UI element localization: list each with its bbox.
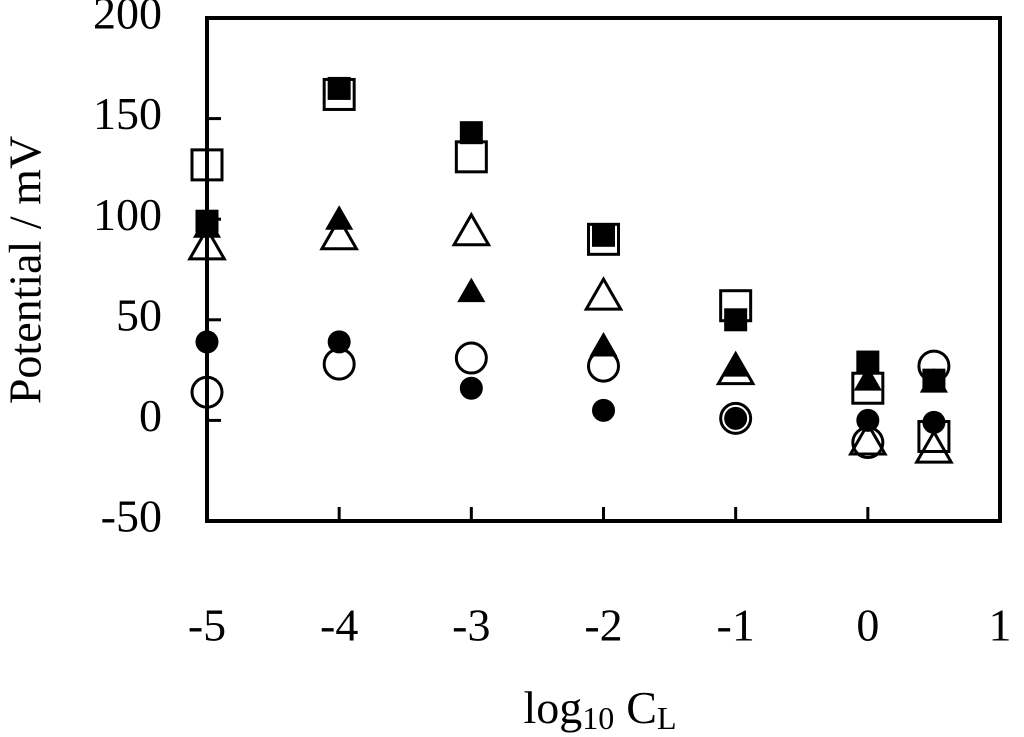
- y-tick-label: -50: [101, 491, 162, 542]
- circle-marker: [724, 406, 748, 430]
- y-tick-label: 200: [93, 0, 162, 39]
- square-marker: [190, 148, 224, 182]
- y-tick-label: 100: [93, 189, 162, 240]
- triangle-marker: [721, 352, 750, 377]
- circle-marker: [922, 410, 946, 434]
- y-axis-title: Potential / mV: [0, 136, 51, 404]
- circle-marker: [592, 398, 615, 422]
- circle-marker: [851, 426, 885, 460]
- circle-marker: [195, 330, 219, 354]
- x-tick-label: -3: [452, 600, 490, 651]
- triangle-marker: [187, 225, 227, 261]
- circle-marker: [327, 330, 351, 354]
- square-marker: [327, 76, 351, 100]
- y-tick-label: 150: [93, 88, 162, 139]
- x-tick-label: -4: [320, 600, 358, 651]
- triangle-marker: [589, 331, 618, 357]
- triangle-marker: [847, 421, 888, 456]
- circle-marker: [856, 408, 880, 432]
- x-tick-label: -2: [584, 600, 622, 651]
- square-marker: [454, 140, 488, 174]
- triangle-marker: [325, 205, 354, 230]
- x-title-part: C: [626, 682, 657, 733]
- square-marker: [724, 308, 748, 332]
- y-tick-label: 0: [139, 390, 162, 441]
- x-tick-label: -5: [188, 600, 226, 651]
- circle-marker: [587, 349, 620, 383]
- triangle-marker: [853, 366, 882, 391]
- circle-marker: [459, 376, 483, 400]
- x-tick-label: 1: [989, 600, 1012, 651]
- square-marker: [459, 121, 483, 145]
- x-title-sub: 10: [582, 700, 614, 736]
- circle-marker: [454, 341, 488, 375]
- circle-marker: [322, 347, 356, 381]
- triangle-marker: [451, 211, 492, 247]
- square-marker: [592, 223, 615, 247]
- x-axis-title: log10 CL: [523, 682, 676, 737]
- x-title-part: log: [523, 682, 582, 733]
- x-tick-label: 0: [856, 600, 879, 651]
- triangle-marker: [914, 429, 954, 464]
- x-title-sub: L: [657, 700, 677, 736]
- circle-marker: [719, 401, 753, 435]
- circle-marker: [917, 349, 951, 383]
- triangle-marker: [319, 215, 360, 251]
- triangle-marker: [583, 276, 624, 311]
- triangle-marker: [457, 277, 486, 303]
- triangle-marker: [192, 213, 222, 238]
- circle-marker: [190, 375, 224, 409]
- x-tick-label: -1: [717, 600, 755, 651]
- y-tick-label: 50: [116, 289, 162, 340]
